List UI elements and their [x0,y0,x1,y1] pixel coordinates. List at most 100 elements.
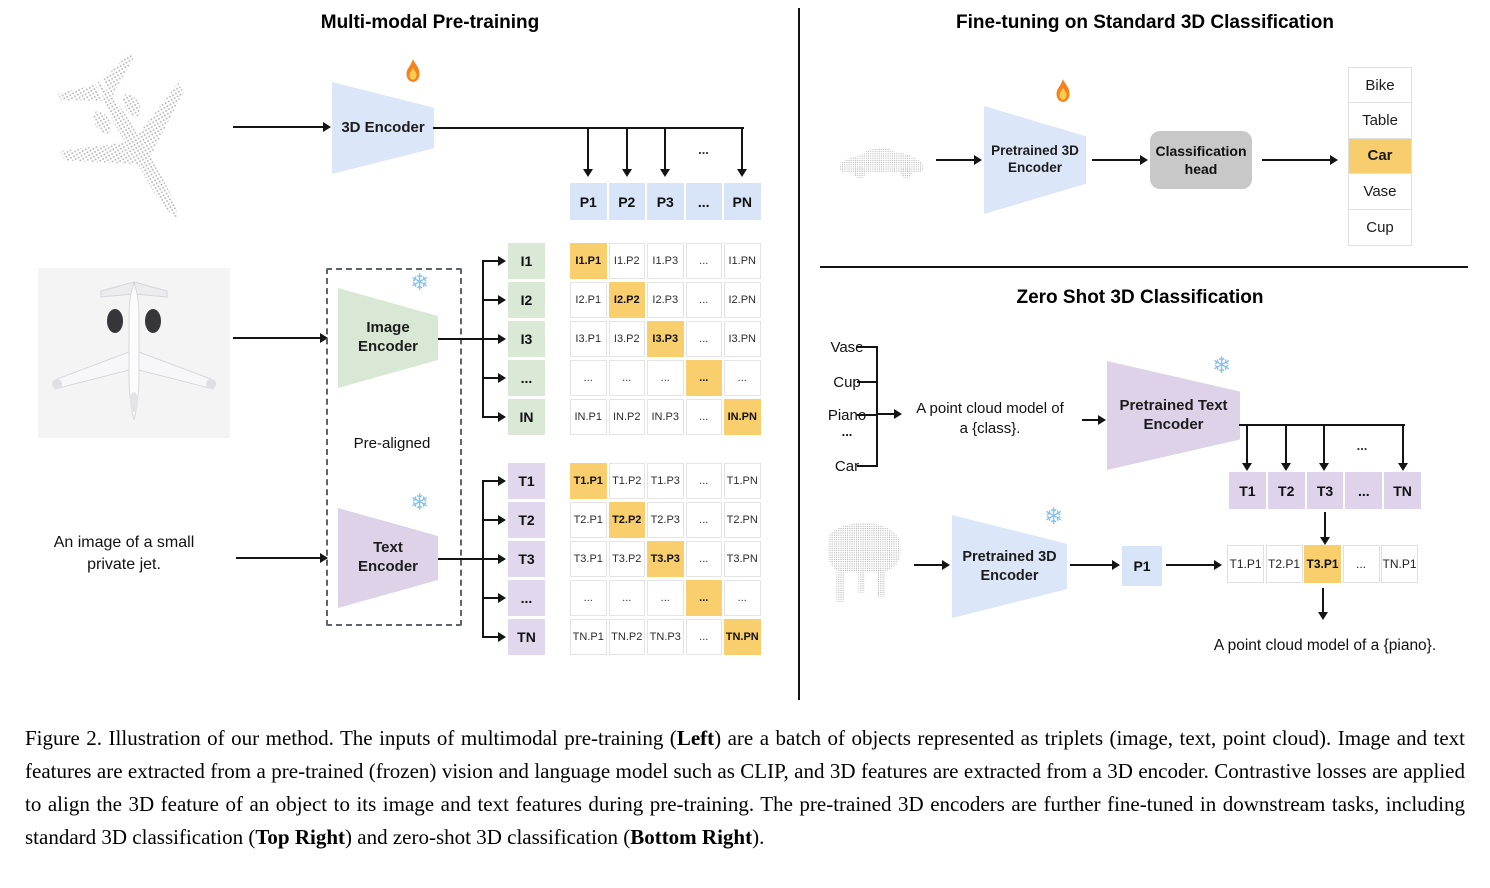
matrix-cell: I1.P3 [647,243,684,279]
image-point-similarity-matrix: I1.P1 I1.P2 I1.P3... I1.PN I2.P1 I2.P2 I2.P3..… [570,243,761,435]
image-feature-cell: I3 [508,321,545,357]
matrix-cell: ... [685,321,722,357]
matrix-cell: ... [685,580,722,616]
matrix-cell: IN.P2 [608,399,645,435]
matrix-cell: ... [647,580,684,616]
image-feature-cell: ... [508,360,545,396]
prompt-text-label: A point cloud model of a {class}. [916,400,1064,438]
flame-icon [1056,79,1070,102]
arrow [233,122,331,132]
similarity-row: T1.P1 T2.P1 T3.P1... TN.P1 [1227,545,1418,583]
arrow [482,412,506,422]
matrix-cell: ... [608,580,645,616]
arrow [482,373,506,383]
image-feature-cell: I1 [508,243,545,279]
ellipsis-label: ... [1356,438,1368,453]
arrow [482,295,506,305]
matrix-cell: I3.PN [724,321,761,357]
p-feature-cell: P2 [608,183,645,220]
image-feature-cell: IN [508,399,545,435]
figure-caption: Figure 2. Illustration of our method. Th… [25,722,1465,854]
matrix-cell: ... [647,360,684,396]
matrix-cell: I3.P3 [647,321,684,357]
matrix-cell: ... [570,580,607,616]
matrix-cell: ... [685,502,722,538]
matrix-cell: ... [685,541,722,577]
matrix-cell: IN.P3 [647,399,684,435]
class-name-label: Vase [830,339,864,356]
matrix-cell: I3.P1 [570,321,607,357]
caption-segment: ) and zero-shot 3D classification ( [345,825,631,849]
matrix-cell: I1.P2 [608,243,645,279]
text-feature-cell: T3 [508,541,545,577]
matrix-cell: ... [608,360,645,396]
bracket-tick [857,465,877,467]
arrow [482,334,506,344]
p-feature-cell: P1 [570,183,607,220]
caption-segment: Figure 2. Illustration of our method. Th… [25,726,677,750]
similarity-cell: ... [1342,545,1380,583]
text-feature-cell: TN [508,619,545,655]
class-name-label: Cup [833,374,861,391]
matrix-cell: T1.PN [724,463,761,499]
text-feature-cell: T2 [508,502,545,538]
matrix-cell: T2.PN [724,502,761,538]
matrix-cell: ... [685,282,722,318]
arrow [482,554,506,564]
ellipsis-label: ... [841,424,853,439]
matrix-cell: ... [724,360,761,396]
matrix-cell: ... [724,580,761,616]
similarity-cell: T1.P1 [1227,545,1264,583]
arrow [583,128,593,177]
arrow [482,476,506,486]
similarity-cell: TN.P1 [1381,545,1418,583]
matrix-cell: T2.P3 [647,502,684,538]
text-feature-cell: ... [1345,472,1383,509]
arrow [1318,588,1328,620]
text-point-similarity-matrix: T1.P1 T1.P2 T1.P3... T1.PN T2.P1 T2.P2 T2.P3..… [570,463,761,655]
text-feature-row: T1 T2 T3... TN [1229,472,1421,509]
matrix-cell: TN.P2 [608,619,645,655]
arrow [1242,425,1252,471]
arrow [1320,512,1330,545]
car-point-cloud-image [839,147,924,179]
matrix-cell: TN.P3 [647,619,684,655]
arrow [914,560,950,570]
arrow [1262,155,1338,165]
finetune-title: Fine-tuning on Standard 3D Classificatio… [956,12,1334,33]
arrow [876,409,902,419]
class-list-item: Bike [1349,68,1411,104]
input-text-label: An image of a small private jet. [53,534,195,573]
matrix-cell: I2.PN [724,282,761,318]
matrix-cell: T1.P3 [647,463,684,499]
matrix-cell: I1.PN [724,243,761,279]
similarity-cell: T3.P1 [1304,545,1341,583]
matrix-cell: ... [685,619,722,655]
arrow [1166,560,1222,570]
snowflake-icon: ❄ [1044,503,1064,529]
p-feature-cell: P3 [647,183,684,220]
matrix-cell: ... [570,360,607,396]
p-feature-cell: PN [724,183,761,220]
matrix-cell: I3.P2 [608,321,645,357]
text-feature-cell: TN [1384,472,1421,509]
arrow [622,128,632,177]
text-feature-cell: T1 [508,463,545,499]
pre-aligned-box [326,268,462,626]
arrow [1092,155,1148,165]
bracket-tick [857,414,877,416]
matrix-cell: T1.P2 [608,463,645,499]
caption-segment: ). [752,825,765,849]
class-prediction-list: Bike Table Car Vase Cup [1348,67,1412,246]
arrow [936,155,982,165]
arrow [737,128,747,177]
matrix-cell: IN.P1 [570,399,607,435]
class-list-item: Table [1349,103,1411,139]
arrow [482,515,506,525]
class-list-item: Vase [1349,174,1411,210]
pretraining-title: Multi-modal Pre-training [320,12,540,33]
ellipsis-label: ... [698,142,709,157]
pre-aligned-label: Pre-aligned [353,435,431,452]
flame-icon [406,59,420,82]
